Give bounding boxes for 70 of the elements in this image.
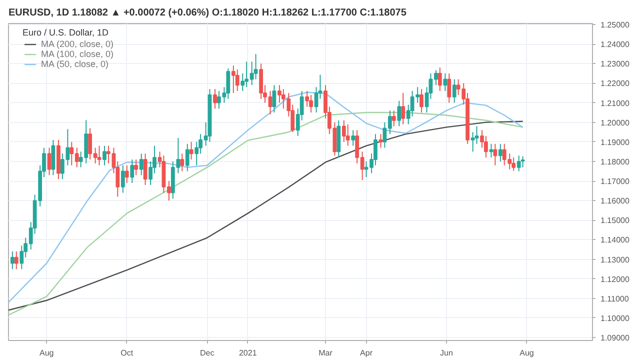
candlestick <box>512 157 516 172</box>
y-tick-label: 1.10000 <box>600 314 630 323</box>
legend-label: MA (200, close, 0) <box>41 39 114 49</box>
candlestick <box>272 84 276 114</box>
candlestick <box>520 156 525 168</box>
candlestick <box>397 100 402 127</box>
candlestick <box>14 250 18 270</box>
y-tick-label: 1.24000 <box>600 40 630 50</box>
candlestick <box>51 139 56 176</box>
legend-label: MA (100, close, 0) <box>41 49 114 59</box>
x-tick-label: Aug <box>520 348 534 358</box>
candlestick <box>139 153 144 176</box>
candlestick <box>97 145 102 166</box>
candlestick <box>516 155 521 172</box>
x-tick-label: Aug <box>40 348 54 358</box>
candlestick <box>189 141 194 160</box>
x-tick-label: Mar <box>318 348 333 358</box>
y-tick-label: 1.14000 <box>600 236 630 245</box>
y-tick-label: 1.18000 <box>600 157 630 166</box>
candlestick <box>213 88 217 110</box>
chart-title: EURUSD, 1D 1.18082 ▲ +0.00072 (+0.06%) O:1.18020 H:1.18262 L:1.17700 C:1.18075 <box>8 8 407 18</box>
x-tick-label: 2021 <box>238 348 258 358</box>
y-tick-label: 1.15000 <box>600 216 630 226</box>
candlestick <box>346 124 350 146</box>
y-tick-label: 1.20000 <box>600 118 630 128</box>
candlestick <box>420 88 424 114</box>
candlestick <box>493 143 498 166</box>
candlestick <box>226 68 230 100</box>
candlestick <box>102 145 106 166</box>
candlestick <box>134 158 138 176</box>
legend-label: MA (50, close, 0) <box>41 59 109 69</box>
y-tick-label: 1.17000 <box>600 177 630 186</box>
y-tick-label: 1.09000 <box>600 334 630 343</box>
x-tick-label: Oct <box>120 348 134 358</box>
x-tick-label: Jun <box>440 348 453 358</box>
candlestick <box>438 67 442 92</box>
y-tick-label: 1.22000 <box>600 79 630 88</box>
y-tick-label: 1.13000 <box>600 255 630 264</box>
candlestick <box>498 143 502 162</box>
y-tick-label: 1.12000 <box>600 274 630 284</box>
candlestick <box>452 78 456 104</box>
candlestick <box>10 250 14 270</box>
y-tick-label: 1.11000 <box>600 294 630 304</box>
candlestick <box>401 92 406 125</box>
y-tick-label: 1.25000 <box>600 20 630 30</box>
candlestick <box>489 143 494 158</box>
candlestick <box>124 164 129 184</box>
candlestick <box>231 65 236 94</box>
candlestick <box>185 143 190 172</box>
y-tick-label: 1.19000 <box>600 138 630 147</box>
candlestick <box>120 164 125 194</box>
candlestick <box>309 94 313 114</box>
y-tick-label: 1.23000 <box>600 60 630 69</box>
y-tick-label: 1.21000 <box>600 98 630 108</box>
candlestick <box>378 134 383 148</box>
candlestick <box>47 147 52 176</box>
x-tick-label: Dec <box>200 348 214 358</box>
candlestick <box>259 63 263 100</box>
candlestick <box>392 110 396 127</box>
candlestick <box>342 120 346 142</box>
y-tick-label: 1.16000 <box>600 196 630 206</box>
x-tick-label: Apr <box>360 348 373 358</box>
candlestick <box>443 72 448 92</box>
candlestick <box>143 153 148 186</box>
candlestick <box>351 130 356 146</box>
candlestick <box>180 153 184 172</box>
candlestick <box>130 158 134 184</box>
chart-subtitle: Euro / U.S. Dollar, 1D <box>22 28 110 38</box>
candlestick <box>447 72 452 104</box>
candlestick <box>235 68 240 92</box>
